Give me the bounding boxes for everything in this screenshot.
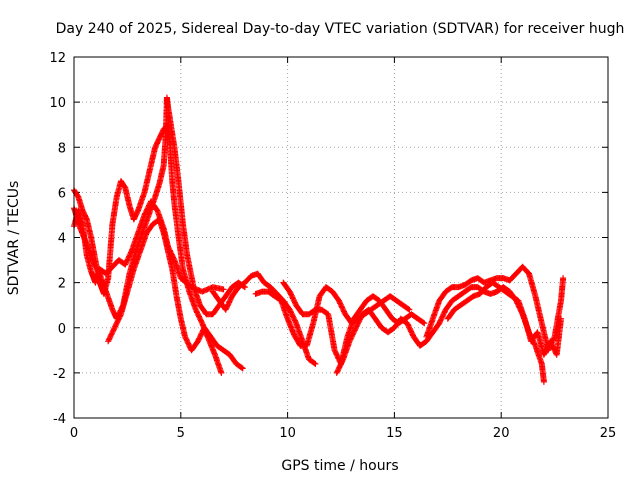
x-axis-label: GPS time / hours (281, 458, 398, 474)
sat-trace-10 (444, 279, 564, 358)
plot-frame (73, 56, 609, 419)
axis-ticks: 0 5 10 15 20 25 -4 -2 0 2 4 6 8 10 12 (49, 51, 616, 441)
x-tick-label: 15 (386, 426, 403, 441)
sat-trace-10-markers (444, 279, 564, 358)
y-tick-label: 4 (58, 232, 66, 247)
data-series (71, 94, 567, 385)
x-tick-label: 10 (279, 426, 296, 441)
x-tick-label: 25 (600, 426, 617, 441)
y-tick-label: 8 (58, 141, 66, 156)
x-tick-label: 5 (177, 426, 185, 441)
y-tick-label: 10 (49, 96, 66, 111)
y-axis-label: SDTVAR / TECUs (6, 181, 22, 296)
chart-title: Day 240 of 2025, Sidereal Day-to-day VTE… (56, 21, 625, 37)
y-tick-label: -2 (53, 367, 66, 382)
y-tick-label: 2 (58, 277, 66, 292)
sat-trace-4-markers (105, 216, 246, 372)
y-tick-label: 0 (58, 322, 66, 337)
y-tick-label: -4 (53, 412, 66, 427)
y-tick-label: 12 (49, 51, 66, 66)
x-tick-label: 0 (70, 426, 78, 441)
y-tick-label: 6 (58, 186, 66, 201)
x-tick-label: 20 (493, 426, 510, 441)
sat-trace-4 (105, 216, 246, 372)
